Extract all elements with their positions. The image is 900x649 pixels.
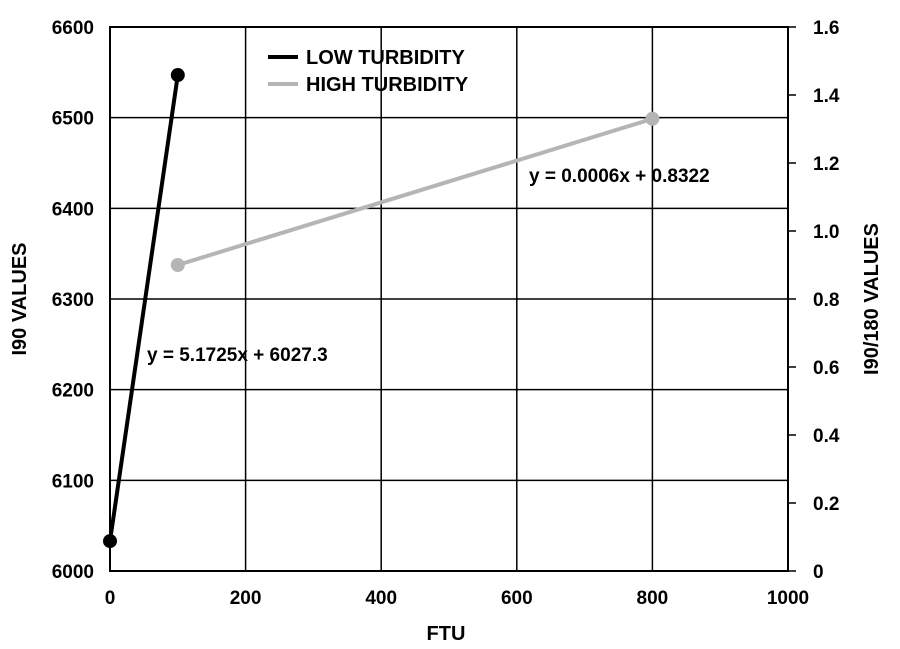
x-tick-label: 1000: [767, 588, 809, 609]
trendline-equation-low-turbidity: y = 5.1725x + 6027.3: [147, 345, 328, 366]
series-line-low-turbidity: [108, 74, 180, 542]
x-axis-title: FTU: [427, 623, 466, 645]
x-tick-label: 400: [365, 588, 397, 609]
x-tick-label: 0: [105, 588, 116, 609]
series-line-high-turbidity: [177, 116, 653, 267]
data-point-high-turbidity: [645, 111, 660, 126]
y-left-tick-label: 6400: [52, 199, 94, 220]
y-left-tick-label: 6600: [52, 18, 94, 39]
x-tick-label: 600: [501, 588, 533, 609]
y-right-tick-label: 0: [813, 562, 824, 583]
x-tick-label: 800: [637, 588, 669, 609]
y-right-tick-label: 1.6: [813, 18, 839, 39]
trendline-equation-high-turbidity: y = 0.0006x + 0.8322: [529, 166, 710, 187]
legend-label-low-turbidity: LOW TURBIDITY: [306, 47, 466, 69]
y-left-tick-label: 6100: [52, 471, 94, 492]
x-tick-label: 200: [230, 588, 262, 609]
y-right-tick-label: 0.2: [813, 494, 839, 515]
legend-entry-high-turbidity: HIGH TURBIDITY: [268, 74, 469, 96]
data-point-high-turbidity: [170, 258, 185, 272]
y-axis-right-title: I90/180 VALUES: [861, 223, 883, 375]
y-right-tick-label: 0.8: [813, 290, 839, 311]
y-left-tick-label: 6300: [52, 290, 94, 311]
y-right-tick-label: 0.6: [813, 358, 839, 379]
legend-entry-low-turbidity: LOW TURBIDITY: [268, 47, 466, 69]
y-right-tick-label: 0.4: [813, 426, 840, 447]
y-right-tick-label: 1.0: [813, 222, 839, 243]
legend: LOW TURBIDITY HIGH TURBIDITY: [268, 47, 469, 96]
data-point-low-turbidity: [103, 534, 117, 549]
y-left-tick-label: 6000: [52, 562, 94, 583]
y-left-tick-label: 6500: [52, 109, 94, 130]
series: [103, 68, 660, 549]
y-left-tick-label: 6200: [52, 381, 94, 402]
legend-label-high-turbidity: HIGH TURBIDITY: [306, 74, 469, 96]
y-right-tick-label: 1.4: [813, 86, 840, 107]
ticks: 0 200 400 600 800 1000 6000 6100 6200 6300 6400 650…: [52, 18, 840, 609]
y-right-tick-label: 1.2: [813, 154, 839, 175]
grid: [109, 26, 789, 572]
y-axis-left-title: I90 VALUES: [9, 243, 31, 356]
data-point-low-turbidity: [170, 68, 185, 83]
